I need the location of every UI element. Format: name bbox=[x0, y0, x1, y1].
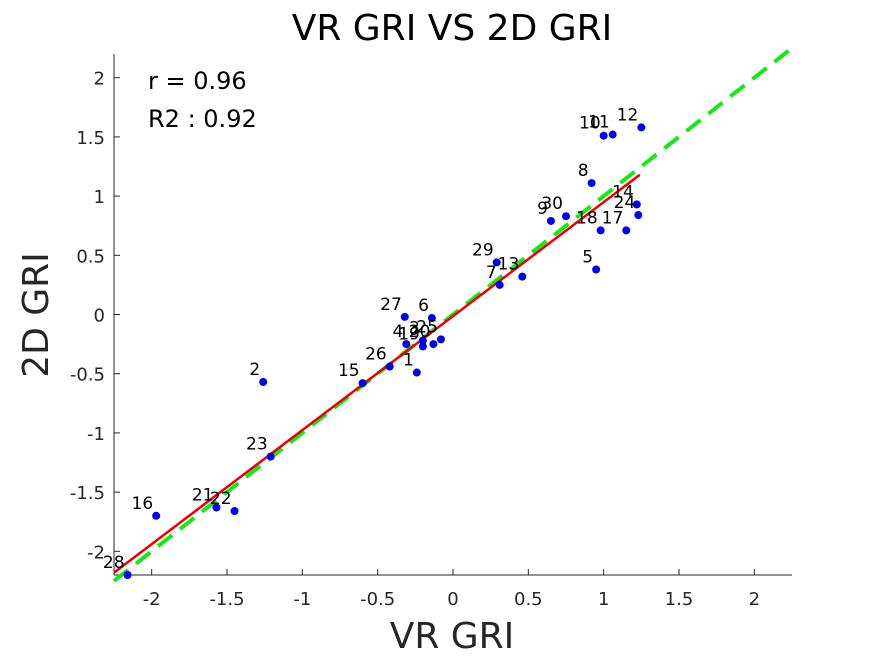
data-point bbox=[152, 511, 161, 520]
data-point bbox=[418, 336, 427, 345]
data-point-label: 30 bbox=[541, 194, 563, 214]
data-point-label: 5 bbox=[582, 248, 593, 268]
data-point bbox=[230, 507, 239, 516]
r-squared-annotation: R2 : 0.92 bbox=[148, 105, 257, 133]
data-point-label: 6 bbox=[418, 296, 429, 316]
data-point bbox=[518, 272, 527, 281]
data-point bbox=[385, 362, 394, 371]
plot-area: -2 -1.5 -1 -0.5 0 0.5 1 1.5 221.510.50-0.5-1-1.5… bbox=[70, 46, 794, 610]
data-point bbox=[212, 503, 221, 512]
data-point bbox=[266, 452, 275, 461]
identity-line bbox=[112, 46, 794, 583]
data-point bbox=[418, 342, 427, 351]
data-point bbox=[637, 123, 646, 132]
correlation-annotation: r = 0.96 bbox=[148, 67, 247, 95]
data-point bbox=[495, 280, 504, 289]
y-tick-label: -0.5 bbox=[70, 365, 105, 386]
data-point bbox=[427, 314, 436, 323]
data-point-label: 23 bbox=[246, 435, 268, 455]
data-point-label: 18 bbox=[576, 208, 598, 228]
x-tick-label: -2 bbox=[143, 589, 161, 610]
y-tick-label: -2 bbox=[87, 542, 105, 563]
x-axis-label: VR GRI bbox=[390, 616, 515, 656]
data-point-label: 17 bbox=[602, 208, 624, 228]
data-point-label: 28 bbox=[103, 553, 125, 573]
x-tick-label: 0 bbox=[447, 589, 458, 610]
y-axis-label: 2D GRI bbox=[16, 252, 57, 378]
y-tick-label: 0.5 bbox=[76, 246, 105, 267]
data-point bbox=[634, 211, 643, 220]
y-tick-label: 1 bbox=[94, 187, 105, 208]
data-point-label: 26 bbox=[365, 345, 387, 365]
data-point bbox=[492, 258, 501, 267]
data-point-label: 25 bbox=[416, 317, 438, 337]
data-point-label: 14 bbox=[612, 182, 634, 202]
data-point-label: 29 bbox=[472, 240, 494, 260]
data-point-label: 21 bbox=[192, 486, 214, 506]
y-tick-label: -1.5 bbox=[70, 483, 105, 504]
data-point bbox=[596, 226, 605, 235]
data-point bbox=[436, 335, 445, 344]
y-tick-label: 2 bbox=[94, 69, 105, 90]
data-point bbox=[546, 216, 555, 225]
data-point bbox=[562, 212, 570, 221]
y-tick-label: -1 bbox=[87, 424, 105, 445]
regression-line bbox=[113, 173, 641, 574]
data-point-label: 7 bbox=[486, 263, 497, 283]
data-point-label: 15 bbox=[338, 361, 360, 381]
data-point-label: 27 bbox=[380, 295, 402, 315]
data-point bbox=[259, 377, 268, 386]
data-point-label: 3 bbox=[409, 319, 420, 339]
data-point-label: 2 bbox=[249, 360, 260, 380]
data-point bbox=[592, 265, 601, 274]
x-tick-label: -0.5 bbox=[360, 589, 395, 610]
data-point bbox=[358, 379, 367, 388]
x-tick-label: 1.5 bbox=[665, 589, 694, 610]
data-point-label: 9 bbox=[537, 199, 548, 219]
data-point-label: 1 bbox=[403, 351, 414, 371]
data-point-label: 13 bbox=[498, 255, 520, 275]
data-point-label: 12 bbox=[617, 105, 639, 125]
data-point-label: 11 bbox=[588, 113, 610, 133]
data-point bbox=[599, 131, 608, 140]
data-point bbox=[632, 200, 641, 209]
data-point bbox=[412, 368, 421, 377]
data-point bbox=[587, 179, 596, 188]
data-point bbox=[622, 226, 631, 235]
data-point bbox=[429, 340, 438, 349]
data-point bbox=[123, 571, 132, 579]
data-point-label: 24 bbox=[614, 193, 636, 213]
data-point-label: 8 bbox=[578, 161, 589, 181]
x-tick-label: 1 bbox=[598, 589, 609, 610]
data-point-label: 20 bbox=[409, 322, 431, 342]
x-tick-label: -1 bbox=[293, 589, 311, 610]
data-point bbox=[402, 340, 411, 349]
chart-title: VR GRI VS 2D GRI bbox=[292, 8, 613, 49]
data-point bbox=[608, 130, 617, 139]
x-tick-label: -1.5 bbox=[209, 589, 244, 610]
y-tick-label: 0 bbox=[94, 306, 105, 327]
data-point bbox=[400, 312, 409, 321]
data-point-label: 22 bbox=[210, 489, 232, 509]
data-point-label: 19 bbox=[398, 324, 420, 344]
data-point-label: 16 bbox=[132, 494, 154, 514]
data-point-label: 4 bbox=[392, 322, 403, 342]
x-tick-label: 2 bbox=[749, 589, 760, 610]
x-tick-label: 0.5 bbox=[514, 589, 543, 610]
y-tick-label: 1.5 bbox=[76, 128, 105, 149]
data-point-label: 10 bbox=[579, 114, 601, 134]
